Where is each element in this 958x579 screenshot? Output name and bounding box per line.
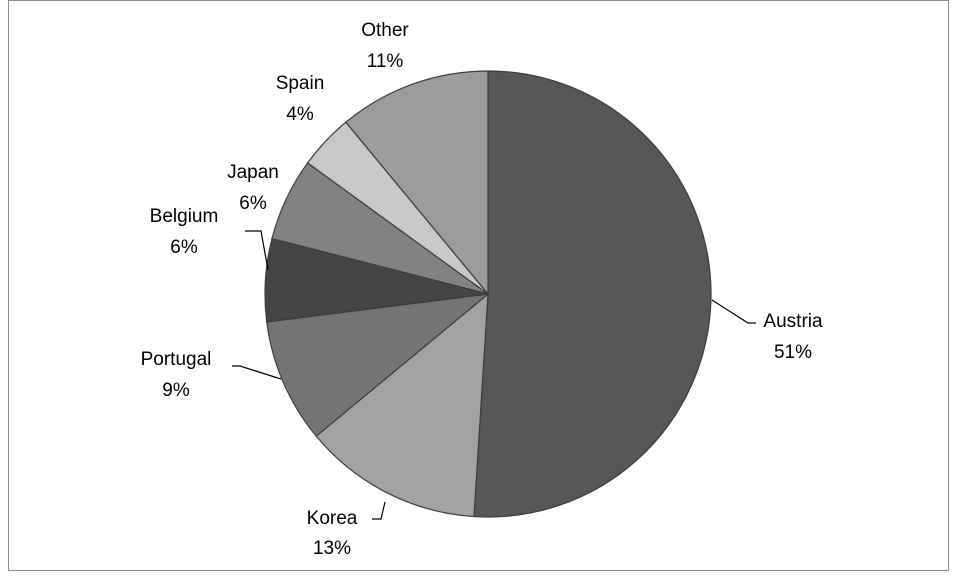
data-label-percent-austria: 51% — [774, 342, 812, 363]
data-label-percent-japan: 6% — [239, 193, 267, 214]
data-label-percent-belgium: 6% — [170, 237, 198, 258]
data-label-name-korea: Korea — [307, 508, 358, 529]
data-label-name-belgium: Belgium — [150, 206, 219, 227]
data-label-name-other: Other — [361, 20, 409, 41]
data-label-name-portugal: Portugal — [141, 349, 212, 370]
data-label-percent-other: 11% — [367, 51, 404, 72]
leader-line-belgium — [245, 230, 269, 271]
data-label-percent-spain: 4% — [286, 104, 314, 125]
leader-line-portugal — [232, 365, 282, 380]
pie-slice-austria — [473, 70, 712, 518]
data-label-name-austria: Austria — [763, 311, 823, 332]
leader-line-korea — [372, 501, 386, 520]
data-label-name-spain: Spain — [276, 73, 325, 94]
data-label-percent-korea: 13% — [313, 538, 351, 559]
leader-line-austria — [711, 299, 756, 324]
pie-slice-korea — [315, 292, 489, 518]
pie-slice-portugal — [266, 293, 490, 437]
data-label-name-japan: Japan — [227, 162, 279, 183]
pie-slice-other — [345, 70, 489, 296]
data-label-percent-portugal: 9% — [162, 380, 190, 401]
